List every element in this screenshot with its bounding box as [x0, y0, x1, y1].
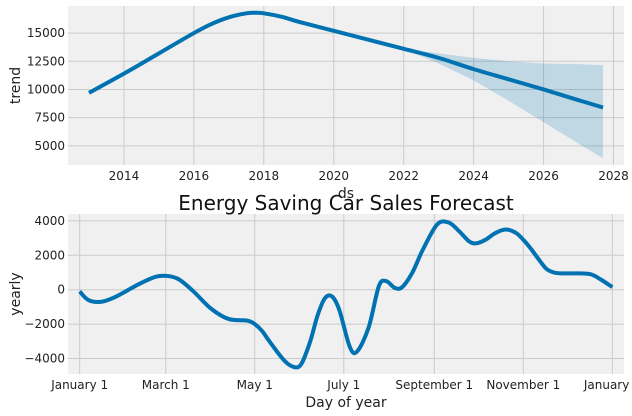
yearly-gridlines	[68, 214, 624, 374]
trend-x-axis-label: ds	[338, 186, 354, 202]
trend-uncertainty-band	[403, 48, 604, 159]
x-tick-label: 2020	[318, 169, 349, 183]
trend-line	[88, 10, 604, 110]
y-tick-label: 4000	[34, 214, 65, 228]
y-tick-label: 2000	[34, 248, 65, 262]
yearly-y-tick-labels: −4000 −2000 0 2000 4000	[24, 214, 65, 366]
x-tick-label: May 1	[237, 378, 273, 392]
yearly-panel: January 1 March 1 May 1 July 1 September 1 No…	[8, 214, 632, 411]
x-tick-label: January 1	[50, 378, 108, 392]
trend-y-axis-label: trend	[8, 67, 24, 104]
yearly-y-axis-label: yearly	[8, 272, 24, 315]
trend-panel: 2014 2016 2018 2020 2022 2024 2026 2028 5000 750…	[8, 6, 629, 202]
y-tick-label: 0	[57, 283, 65, 297]
trend-x-tick-labels: 2014 2016 2018 2020 2022 2024 2026 2028	[109, 169, 629, 183]
yearly-x-tick-labels: January 1 March 1 May 1 July 1 September 1 No…	[50, 378, 632, 392]
x-tick-label: 2016	[179, 169, 210, 183]
x-tick-label: January 1	[583, 378, 632, 392]
x-tick-label: September 1	[395, 378, 473, 392]
x-tick-label: 2026	[528, 169, 559, 183]
trend-gridlines	[68, 6, 624, 165]
x-tick-label: 2018	[249, 169, 280, 183]
x-tick-label: July 1	[326, 378, 360, 392]
x-tick-label: 2024	[458, 169, 489, 183]
trend-y-tick-labels: 5000 7500 10000 12500 15000	[27, 26, 65, 153]
x-tick-label: 2028	[598, 169, 629, 183]
y-tick-label: −4000	[24, 352, 65, 366]
yearly-x-axis-label: Day of year	[305, 395, 387, 411]
y-tick-label: 5000	[34, 139, 65, 153]
chart-title: Energy Saving Car Sales Forecast	[178, 191, 514, 215]
x-tick-label: 2014	[109, 169, 140, 183]
x-tick-label: March 1	[142, 378, 190, 392]
x-tick-label: 2022	[388, 169, 419, 183]
yearly-seasonality-line	[78, 219, 614, 370]
y-tick-label: 10000	[27, 82, 65, 96]
y-tick-label: 12500	[27, 54, 65, 68]
y-tick-label: 15000	[27, 26, 65, 40]
yearly-plot-background	[68, 214, 624, 374]
x-tick-label: November 1	[486, 378, 560, 392]
y-tick-label: 7500	[34, 111, 65, 125]
y-tick-label: −2000	[24, 317, 65, 331]
